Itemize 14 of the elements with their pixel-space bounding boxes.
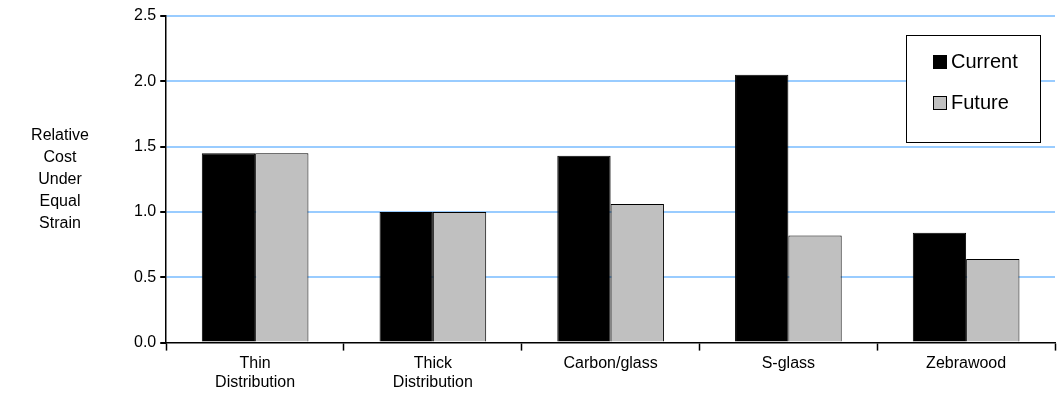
y-tick-label: 0.0 (133, 333, 157, 351)
x-tick-label: Zebrawood (926, 353, 1007, 371)
x-tick-label: Carbon/glass (563, 353, 658, 371)
y-tick-label: 0.5 (133, 267, 157, 285)
x-tick-label: S-glass (761, 353, 816, 371)
y-tick-label: 2.0 (133, 71, 157, 89)
x-tick-label: Thin Distribution (215, 353, 296, 390)
legend-label: Future (951, 91, 1009, 114)
y-tick-label: 1.5 (133, 137, 157, 155)
y-tick-label: 1.0 (133, 202, 157, 220)
legend-label: Current (951, 50, 1018, 73)
y-axis-title: Relative Cost Under Equal Strain (30, 125, 90, 234)
y-tick-label: 2.5 (133, 6, 157, 24)
x-tick-label: Thick Distribution (392, 353, 473, 390)
